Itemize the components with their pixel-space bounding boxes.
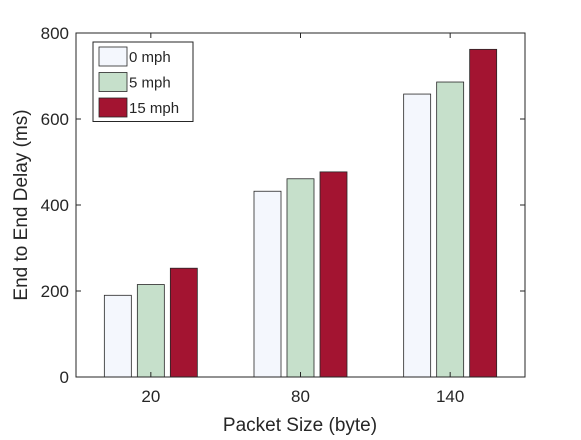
- legend-label: 15 mph: [129, 100, 179, 117]
- bar-15-mph-140: [469, 48, 498, 378]
- legend-swatch: [98, 97, 128, 118]
- bar-5-mph-140: [436, 81, 465, 378]
- legend-swatch: [98, 72, 128, 92]
- y-tick-label: 200: [41, 282, 69, 301]
- legend-swatch: [98, 46, 128, 67]
- bar-5-mph-80: [286, 178, 315, 378]
- bar-15-mph-20: [169, 267, 198, 378]
- bars-layer: [103, 48, 498, 378]
- x-tick-label: 80: [291, 387, 310, 406]
- legend-label: 5 mph: [129, 75, 171, 92]
- legend: 0 mph 5 mph 15 mph: [92, 41, 194, 122]
- y-tick-label: 0: [60, 368, 69, 387]
- x-tick-label: 20: [141, 387, 160, 406]
- y-tick-label: 400: [41, 196, 69, 215]
- bar-0-mph-20: [103, 294, 132, 378]
- axis-ticks: 20 80 140 0 200 400 600 800: [41, 24, 525, 406]
- legend-label: 0 mph: [129, 49, 171, 66]
- y-axis-label: End to End Delay (ms): [11, 109, 32, 300]
- bar-5-mph-20: [136, 284, 165, 378]
- y-tick-label: 800: [41, 24, 69, 43]
- y-tick-label: 600: [41, 110, 69, 129]
- bar-0-mph-140: [403, 93, 432, 378]
- x-axis-label: Packet Size (byte): [223, 415, 377, 435]
- bar-0-mph-80: [253, 190, 282, 378]
- bar-15-mph-80: [319, 171, 348, 378]
- x-tick-label: 140: [436, 387, 464, 406]
